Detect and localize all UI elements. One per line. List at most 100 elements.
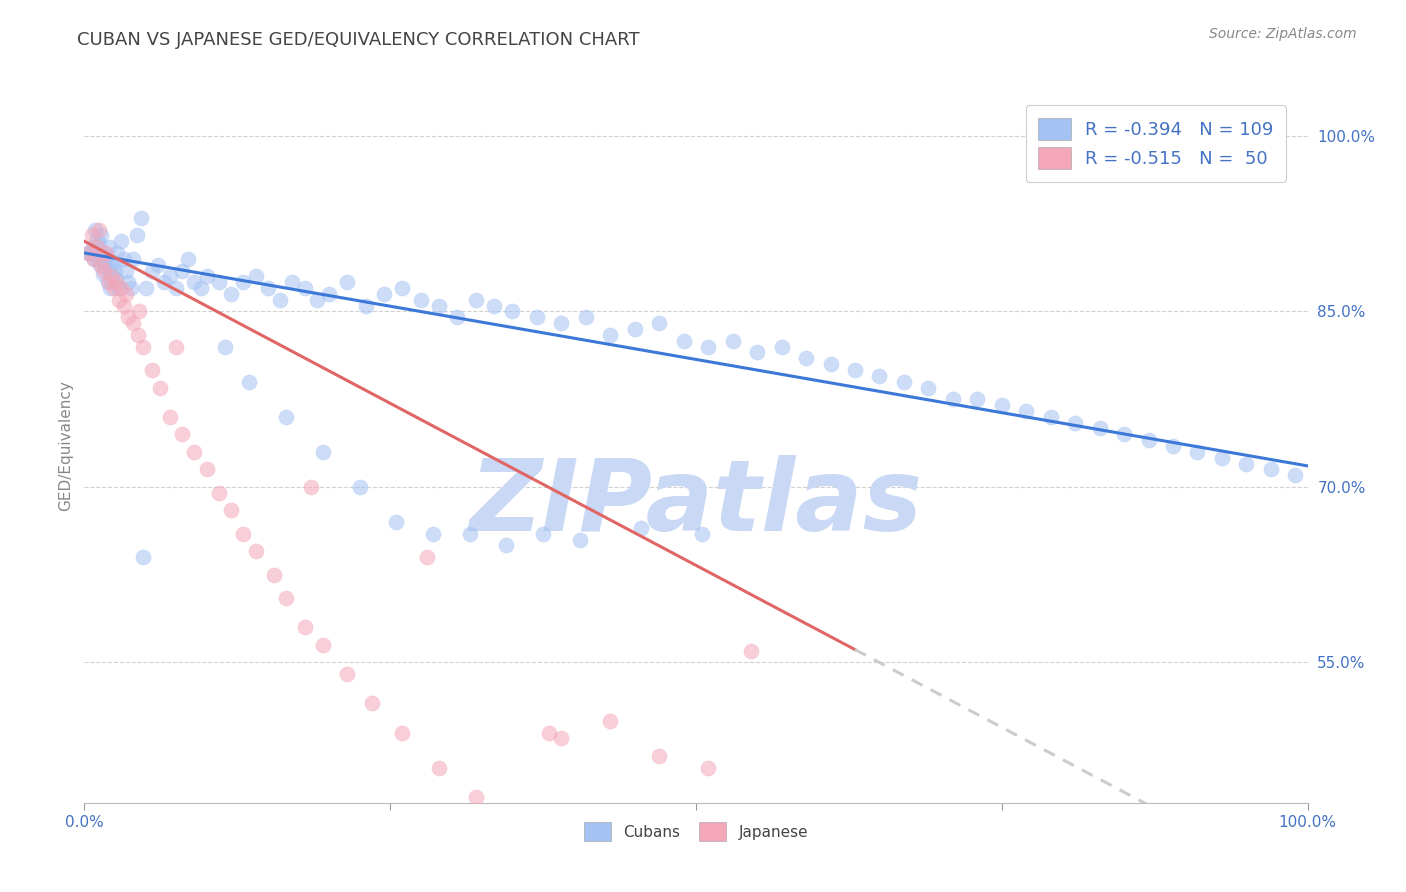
Point <box>87 222 110 236</box>
Point <box>245 269 267 284</box>
Point <box>98 281 121 295</box>
Point <box>648 749 671 764</box>
Point <box>238 375 260 389</box>
Point <box>153 275 176 289</box>
Point <box>208 275 231 289</box>
Point <box>132 550 155 565</box>
Point <box>135 281 157 295</box>
Point <box>87 236 110 251</box>
Point <box>281 275 304 289</box>
Point <box>276 591 298 605</box>
Point <box>117 275 139 289</box>
Point <box>697 340 720 354</box>
Point <box>117 310 139 325</box>
Point <box>624 322 647 336</box>
Point <box>917 380 939 394</box>
Point <box>82 240 104 254</box>
Point <box>103 281 125 295</box>
Point <box>232 526 254 541</box>
Point <box>86 240 108 254</box>
Point <box>132 340 155 354</box>
Point <box>122 316 145 330</box>
Point <box>172 263 194 277</box>
Point <box>464 789 486 804</box>
Point <box>1114 427 1136 442</box>
Point <box>90 258 112 272</box>
Point <box>740 644 762 658</box>
Point <box>991 398 1014 412</box>
Point <box>94 260 117 274</box>
Point <box>820 357 842 371</box>
Point <box>86 232 108 246</box>
Point <box>232 275 254 289</box>
Point <box>269 293 291 307</box>
Text: CUBAN VS JAPANESE GED/EQUIVALENCY CORRELATION CHART: CUBAN VS JAPANESE GED/EQUIVALENCY CORREL… <box>77 31 640 49</box>
Point <box>128 304 150 318</box>
Point <box>446 310 468 325</box>
Point <box>104 263 127 277</box>
Point <box>112 252 135 266</box>
Point <box>599 714 621 728</box>
Point <box>568 533 591 547</box>
Point <box>409 293 432 307</box>
Point <box>526 310 548 325</box>
Point <box>1015 404 1038 418</box>
Point <box>482 299 505 313</box>
Point <box>844 363 866 377</box>
Point <box>190 281 212 295</box>
Point <box>195 462 218 476</box>
Point <box>721 334 744 348</box>
Point <box>336 275 359 289</box>
Point <box>96 246 118 260</box>
Point <box>1211 450 1233 465</box>
Point <box>159 269 181 284</box>
Point <box>360 697 382 711</box>
Point <box>159 409 181 424</box>
Point <box>391 725 413 739</box>
Point <box>89 258 111 272</box>
Point <box>129 211 152 225</box>
Point <box>427 299 450 313</box>
Point <box>101 269 124 284</box>
Point <box>100 258 122 272</box>
Point <box>770 340 793 354</box>
Point <box>502 819 524 833</box>
Point <box>354 299 377 313</box>
Point <box>299 480 322 494</box>
Point <box>1161 439 1184 453</box>
Point <box>149 380 172 394</box>
Point <box>422 526 444 541</box>
Point <box>90 228 112 243</box>
Point <box>1137 433 1160 447</box>
Point <box>120 281 142 295</box>
Point <box>79 246 101 260</box>
Point <box>183 445 205 459</box>
Point <box>77 246 100 260</box>
Text: Source: ZipAtlas.com: Source: ZipAtlas.com <box>1209 27 1357 41</box>
Point <box>257 281 280 295</box>
Point <box>1187 445 1209 459</box>
Point <box>115 287 138 301</box>
Point <box>531 526 554 541</box>
Point <box>214 340 236 354</box>
Point <box>294 620 316 634</box>
Legend: Cubans, Japanese: Cubans, Japanese <box>576 814 815 848</box>
Point <box>195 269 218 284</box>
Point <box>1064 416 1087 430</box>
Point <box>458 526 481 541</box>
Point <box>141 263 163 277</box>
Point <box>87 252 110 266</box>
Point <box>575 310 598 325</box>
Point <box>93 263 115 277</box>
Point <box>599 327 621 342</box>
Point <box>648 316 671 330</box>
Point <box>83 252 105 266</box>
Point <box>1284 468 1306 483</box>
Point <box>464 293 486 307</box>
Point <box>495 538 517 552</box>
Point <box>177 252 200 266</box>
Point <box>77 246 100 260</box>
Point <box>794 351 817 366</box>
Point <box>672 334 695 348</box>
Point <box>502 304 524 318</box>
